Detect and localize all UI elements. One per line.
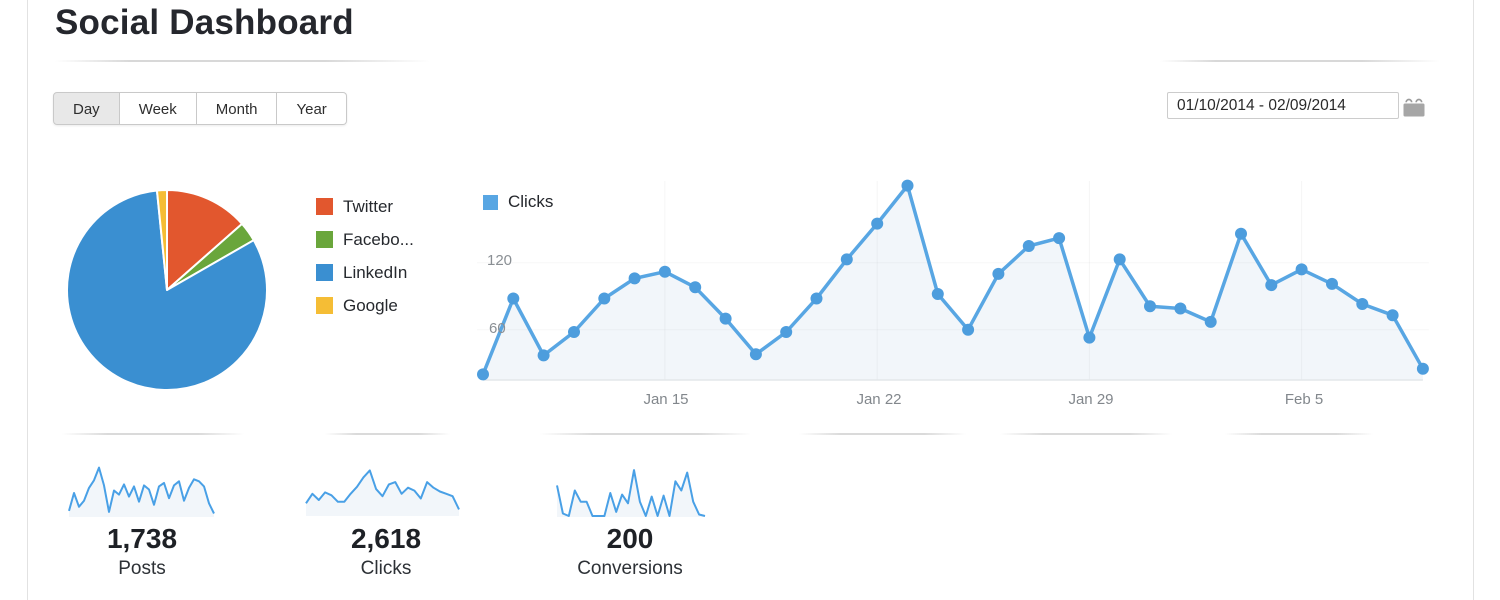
legend-label: Twitter <box>343 196 394 216</box>
clicks-value: 2,618 <box>350 523 422 554</box>
clicks-legend-label: Clicks <box>508 192 554 211</box>
sparkline-area <box>557 470 705 517</box>
clicks-line-chart <box>477 179 1429 381</box>
page-right-border <box>1473 0 1474 600</box>
stat-card-divider <box>799 433 966 435</box>
clicks-data-point[interactable] <box>1144 300 1156 313</box>
clicks-data-point[interactable] <box>1174 302 1187 315</box>
posts-value: 1,738 <box>106 523 178 554</box>
clicks-data-point[interactable] <box>1235 227 1247 240</box>
stat-card-divider <box>1225 433 1373 435</box>
clicks-data-point[interactable] <box>1386 309 1399 322</box>
clicks-sparkline <box>305 469 460 516</box>
legend-item-google: Google <box>316 289 414 322</box>
tab-month[interactable]: Month <box>196 92 278 125</box>
legend-label: Google <box>343 295 398 315</box>
period-tab-bar: Day Week Month Year <box>53 92 347 125</box>
calendar-icon <box>1403 98 1425 117</box>
clicks-data-point[interactable] <box>1416 362 1429 375</box>
clicks-area <box>483 185 1423 380</box>
twitter-swatch-icon <box>316 198 333 215</box>
sparkline-area <box>69 467 214 517</box>
clicks-data-point[interactable] <box>810 292 823 305</box>
legend-label: LinkedIn <box>343 262 408 282</box>
x-axis-tick-jan29: Jan 29 <box>1068 391 1114 408</box>
stat-card-divider <box>325 433 450 435</box>
legend-item-twitter: Twitter <box>316 190 414 223</box>
date-range-input[interactable] <box>1167 92 1399 119</box>
x-axis-tick-jan15: Jan 15 <box>643 391 689 408</box>
conversions-sparkline <box>556 469 706 517</box>
clicks-data-point[interactable] <box>689 281 702 294</box>
clicks-data-point[interactable] <box>537 349 550 362</box>
clicks-data-point[interactable] <box>931 288 944 300</box>
pie-slice-twitter[interactable] <box>166 189 244 291</box>
clicks-data-point[interactable] <box>1053 232 1066 245</box>
legend-label: Facebo... <box>343 229 414 249</box>
linkedin-swatch-icon <box>316 264 333 281</box>
pie-slice-google[interactable] <box>155 188 168 291</box>
title-divider-right <box>1160 60 1440 62</box>
page-left-border <box>27 0 28 600</box>
legend-item-facebook: Facebo... <box>316 223 414 256</box>
clicks-data-point[interactable] <box>1083 331 1096 344</box>
clicks-data-point[interactable] <box>598 292 611 305</box>
clicks-data-point[interactable] <box>1265 279 1278 292</box>
clicks-data-point[interactable] <box>780 326 793 338</box>
sparkline-line <box>68 466 215 514</box>
page-title: Social Dashboard <box>55 3 354 42</box>
clicks-data-point[interactable] <box>507 292 520 305</box>
stat-card-divider <box>62 433 244 435</box>
clicks-data-point[interactable] <box>628 272 641 285</box>
clicks-data-point[interactable] <box>658 265 671 278</box>
clicks-data-point[interactable] <box>962 323 975 336</box>
tab-week[interactable]: Week <box>119 92 197 125</box>
posts-label: Posts <box>118 558 166 579</box>
clicks-data-point[interactable] <box>1356 298 1369 310</box>
posts-sparkline <box>68 466 215 517</box>
pie-legend: Twitter Facebo... LinkedIn Google <box>316 190 414 322</box>
tab-year[interactable]: Year <box>277 92 347 125</box>
title-divider-left <box>55 60 430 62</box>
clicks-data-point[interactable] <box>1295 263 1308 276</box>
sparkline-line <box>305 469 460 510</box>
clicks-data-point[interactable] <box>901 179 914 192</box>
clicks-data-point[interactable] <box>477 368 489 381</box>
facebook-swatch-icon <box>316 231 333 248</box>
clicks-data-point[interactable] <box>871 217 884 230</box>
sparkline-area <box>306 470 459 516</box>
x-axis-tick-jan22: Jan 22 <box>856 391 902 408</box>
clicks-swatch-icon <box>483 194 498 210</box>
tab-day[interactable]: Day <box>53 92 120 125</box>
stat-card-divider <box>540 433 751 435</box>
conversions-label: Conversions <box>577 558 683 579</box>
clicks-data-point[interactable] <box>992 267 1005 280</box>
sparkline-line <box>556 469 706 517</box>
clicks-data-point[interactable] <box>749 348 762 361</box>
clicks-data-point[interactable] <box>840 253 853 266</box>
conversions-value: 200 <box>606 523 654 554</box>
x-axis-tick-feb5: Feb 5 <box>1284 391 1324 408</box>
clicks-data-point[interactable] <box>1326 277 1338 290</box>
clicks-data-point[interactable] <box>719 312 732 325</box>
clicks-data-point[interactable] <box>568 326 580 338</box>
social-networks-pie-chart <box>66 188 268 391</box>
google-swatch-icon <box>316 297 333 314</box>
clicks-label: Clicks <box>360 558 412 579</box>
clicks-data-point[interactable] <box>1022 240 1035 252</box>
clicks-legend: Clicks <box>483 192 553 212</box>
legend-item-linkedin: LinkedIn <box>316 256 414 289</box>
calendar-button[interactable] <box>1403 95 1425 119</box>
clicks-data-point[interactable] <box>1113 253 1126 266</box>
y-axis-tick-120: 120 <box>487 252 513 269</box>
clicks-data-point[interactable] <box>1204 315 1217 328</box>
y-axis-tick-60: 60 <box>489 320 506 337</box>
stat-card-divider <box>1000 433 1172 435</box>
